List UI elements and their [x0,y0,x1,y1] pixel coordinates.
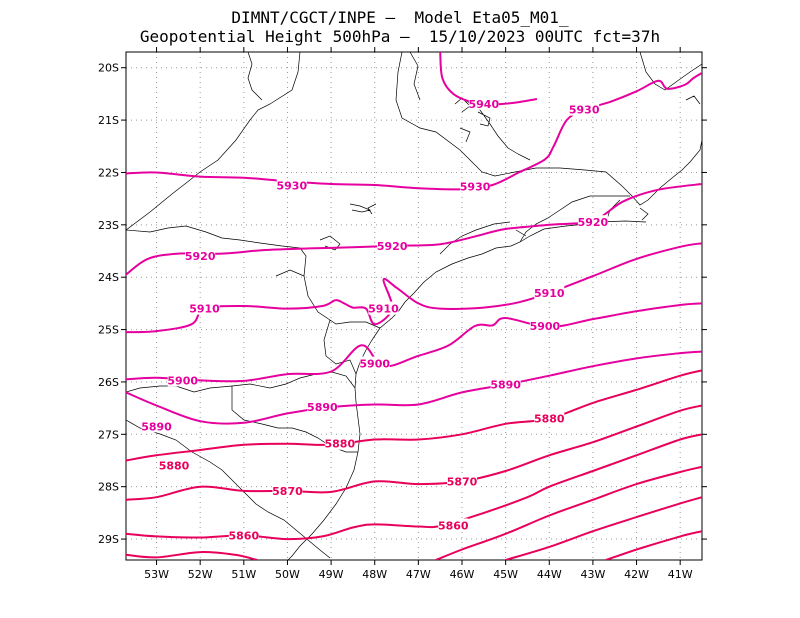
axis-ticks: 53W 52W 51W 50W 49W 48W 47W 46W 45W 44W 43W 42W 41W 2… [98,47,707,581]
contour-5930 [517,71,702,174]
y-tick-label: 28S [98,481,119,494]
x-tick-label: 47W [406,568,431,581]
plot-frame [125,51,703,561]
contour-5900 [126,302,702,383]
x-tick-label: 52W [188,568,213,581]
contour-label-bg [569,102,600,116]
x-tick-label: 42W [624,568,649,581]
contour-label-bg [438,518,469,532]
contour-label-bg [167,373,198,387]
contour-5940 [439,52,538,106]
y-tick-label: 21S [98,114,119,127]
contour-label-bg [272,483,303,497]
contour-label-5880: 5880 [325,438,356,451]
contour-5850 [434,465,702,560]
contour-label-bg [468,96,499,110]
contour-label-5910: 5910 [189,303,220,316]
x-tick-label: 53W [144,568,169,581]
contour-label-bg [447,474,477,488]
y-tick-label: 24S [98,271,119,284]
y-tick-label: 27S [98,428,119,441]
contour-label-bg [159,458,189,472]
contour-label-bg [324,436,355,450]
contour-label-5910: 5910 [534,287,565,300]
contour-5830 [605,530,702,560]
contour-label-5940: 5940 [469,98,500,111]
y-tick-label: 23S [98,219,119,232]
contour-5870 [126,404,702,501]
x-tick-label: 43W [580,568,605,581]
contour-label-5870: 5870 [447,475,478,488]
contour-label-5930: 5930 [277,180,308,193]
contour-5840 [504,496,702,560]
contour-label-bg [307,400,338,414]
y-tick-label: 29S [98,533,119,546]
x-tick-label: 49W [319,568,344,581]
contour-label-5930: 5930 [569,104,600,117]
contour-label-5910: 5910 [368,303,399,316]
y-tick-label: 20S [98,62,119,75]
contour-label-5920: 5920 [185,250,216,263]
contour-label-5890: 5890 [141,420,172,433]
contour-label-5920: 5920 [377,240,408,253]
contour-label-5870: 5870 [272,485,303,498]
contour-label-bg [534,285,565,299]
contour-label-5890: 5890 [490,379,521,392]
contour-label-bg [377,238,408,252]
x-tick-label: 46W [450,568,475,581]
contour-label-5930: 5930 [460,181,491,194]
contour-5920 [126,234,481,276]
x-tick-label: 45W [493,568,518,581]
contour-label-5920: 5920 [578,216,609,229]
contour-label-bg [460,179,491,193]
contour-label-5880: 5880 [159,460,190,473]
contour-label-bg [276,178,307,192]
contour-label-bg [141,419,172,433]
contour-label-bg [529,318,560,332]
contour-label-bg [490,377,521,391]
contour-label-5900: 5900 [167,374,198,387]
y-tick-label: 26S [98,376,119,389]
contour-5850 [126,551,258,560]
contour-label-5900: 5900 [530,320,561,333]
x-tick-label: 41W [668,568,693,581]
y-tick-label: 22S [98,166,119,179]
y-tick-label: 25S [98,324,119,337]
contour-label-5860: 5860 [229,529,260,542]
contour-label-5900: 5900 [359,358,390,371]
contour-labels: 5940 5930 5930 5930 5920 5920 5920 5910 5910 5910… [141,96,609,542]
contour-label-bg [189,301,220,315]
contour-label-bg [359,356,390,370]
contour-label-bg [534,411,565,425]
contour-5890 [126,350,702,425]
contour-label-bg [368,301,399,315]
contour-label-5890: 5890 [307,401,338,414]
x-tick-label: 50W [275,568,300,581]
contour-label-5860: 5860 [438,519,469,532]
x-tick-label: 51W [231,568,256,581]
contour-label-bg [185,249,216,263]
x-tick-label: 44W [537,568,562,581]
contour-label-bg [577,215,608,229]
contour-label-5880: 5880 [534,413,565,426]
chart-title-line-2: Geopotential Height 500hPa – 15/10/2023 … [139,27,661,46]
chart-title-line-1: DIMNT/CGCT/INPE – Model Eta05_M01_ [231,8,569,27]
contour-label-bg [228,528,259,542]
x-tick-label: 48W [362,568,387,581]
coastline [287,52,702,560]
contour-5880 [126,369,702,462]
